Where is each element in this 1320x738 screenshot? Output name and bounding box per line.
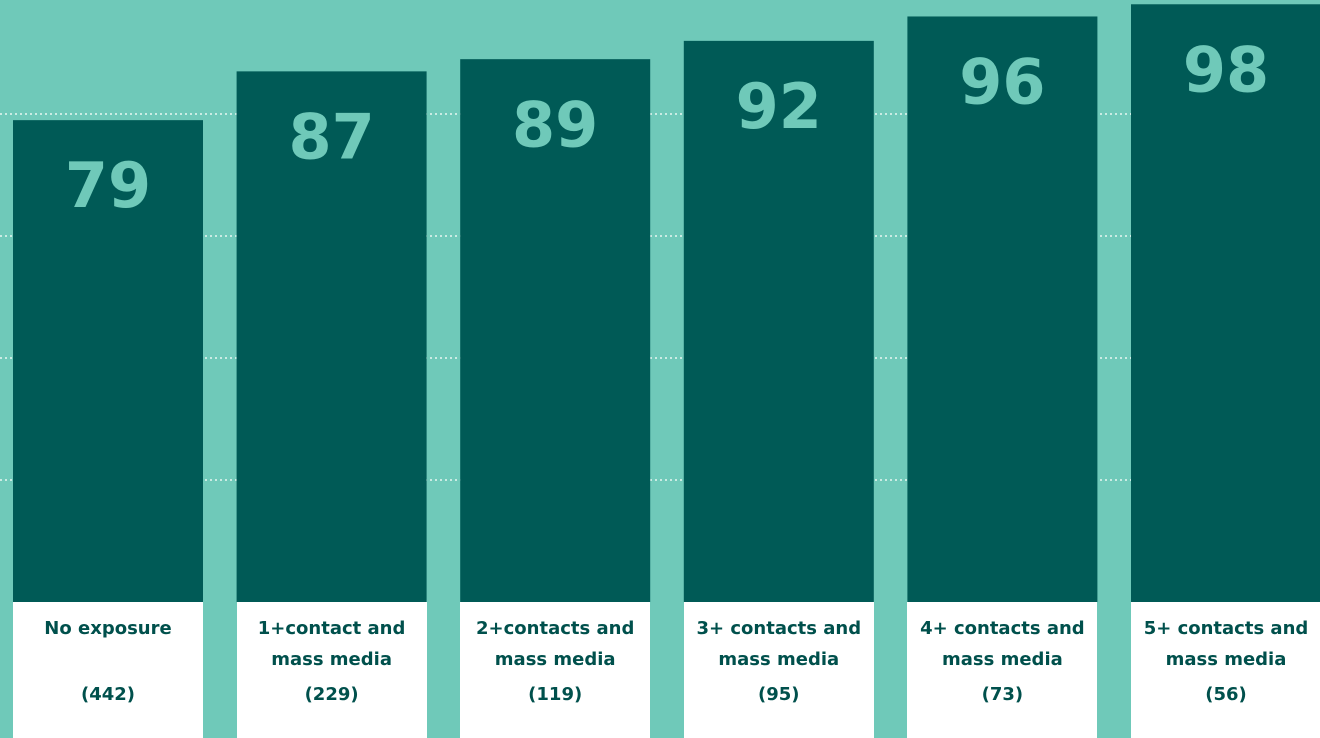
- x-tick-label: 2+contacts and mass media: [476, 618, 635, 670]
- bar: [460, 59, 651, 602]
- bar: [683, 40, 874, 603]
- category-label-box: 3+ contacts and mass media (95): [683, 602, 874, 738]
- value-label: 98: [1183, 33, 1269, 106]
- sample-size-label: (442): [80, 684, 136, 705]
- x-tick-label: 1+contact and mass media: [257, 618, 406, 670]
- bar: [13, 120, 203, 602]
- bar: [236, 71, 427, 603]
- sample-size-label: (229): [304, 684, 359, 705]
- sample-size-label: (56): [1205, 684, 1247, 705]
- sample-size-label: (73): [981, 684, 1024, 705]
- category-label-box: 5+ contacts and mass media (56): [1131, 602, 1320, 738]
- category-label-box: 4+ contacts and mass media (73): [907, 602, 1098, 738]
- x-tick-label: No exposure: [44, 618, 172, 639]
- bar: [907, 16, 1098, 603]
- value-label: 79: [65, 149, 151, 222]
- x-tick-label: 5+ contacts and mass media: [1143, 618, 1309, 670]
- value-label: 96: [959, 46, 1045, 119]
- x-tick-label: 4+ contacts and mass media: [920, 618, 1085, 670]
- value-label: 92: [736, 70, 822, 143]
- sample-size-label: (119): [528, 684, 583, 705]
- x-tick-label: 3+ contacts and mass media: [696, 618, 862, 670]
- bar: [1131, 4, 1320, 602]
- sample-size-label: (95): [758, 684, 800, 705]
- value-label: 89: [512, 88, 598, 161]
- category-label-box: 1+contact and mass media (229): [236, 602, 427, 738]
- category-label-box: 2+contacts and mass media (119): [460, 602, 651, 738]
- category-label-box: No exposure (442): [13, 602, 203, 738]
- value-label: 87: [288, 100, 374, 173]
